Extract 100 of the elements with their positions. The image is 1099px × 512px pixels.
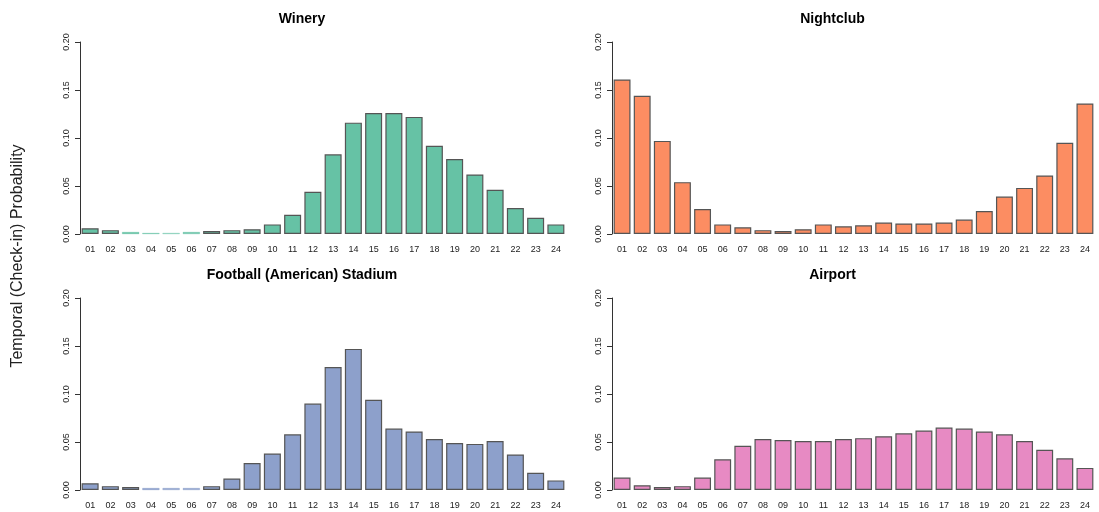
x-tick-label: 17 <box>939 499 950 510</box>
bar <box>547 480 565 490</box>
y-tick-label: 0.15 <box>592 81 603 99</box>
x-tick-label: 20 <box>469 243 480 254</box>
bar <box>405 431 423 490</box>
chart-title: Winery <box>278 10 326 26</box>
x-tick-label: 16 <box>918 499 929 510</box>
bar <box>673 486 691 490</box>
x-tick-label: 05 <box>697 499 708 510</box>
x-tick-label: 15 <box>898 243 909 254</box>
x-tick-label: 19 <box>979 499 990 510</box>
x-tick-label: 02 <box>105 243 116 254</box>
y-tick-label: 0.15 <box>592 337 603 355</box>
x-tick-label: 08 <box>757 243 768 254</box>
x-tick-label: 14 <box>878 243 889 254</box>
x-tick-label: 14 <box>348 499 359 510</box>
bar <box>324 367 342 490</box>
x-tick-label: 19 <box>979 243 990 254</box>
x-tick-label: 11 <box>287 243 298 254</box>
bar <box>446 442 464 490</box>
bar <box>995 196 1013 234</box>
y-tick-label: 0.05 <box>592 433 603 451</box>
x-tick-label: 18 <box>429 499 440 510</box>
bar <box>486 441 504 490</box>
x-tick-label: 07 <box>206 243 217 254</box>
x-tick-label: 18 <box>959 499 970 510</box>
bar <box>223 478 241 490</box>
x-tick-label: 15 <box>368 243 379 254</box>
bar <box>101 486 119 490</box>
bar <box>814 224 832 234</box>
bar <box>875 222 893 234</box>
bar <box>734 445 752 490</box>
bar <box>243 229 261 234</box>
bar <box>613 79 631 234</box>
bar <box>344 348 362 490</box>
bar <box>466 174 484 234</box>
x-tick-label: 12 <box>307 243 318 254</box>
x-tick-label: 21 <box>490 243 501 254</box>
bar <box>1056 458 1074 490</box>
x-tick-label: 17 <box>409 243 420 254</box>
bar <box>814 441 832 490</box>
x-tick-label: 21 <box>1019 499 1030 510</box>
bar <box>506 208 524 234</box>
x-tick-label: 14 <box>878 499 889 510</box>
x-tick-label: 20 <box>999 499 1010 510</box>
x-tick-label: 24 <box>1079 499 1090 510</box>
x-tick-label: 22 <box>510 243 521 254</box>
bar <box>734 227 752 234</box>
bar <box>304 403 322 490</box>
bar <box>834 226 852 234</box>
x-tick-label: 24 <box>550 499 561 510</box>
x-tick-label: 05 <box>166 499 177 510</box>
x-tick-label: 04 <box>145 243 156 254</box>
x-tick-label: 16 <box>918 243 929 254</box>
bar <box>935 427 953 490</box>
y-tick-label: 0.10 <box>592 129 603 147</box>
y-tick-label: 0.00 <box>60 481 71 499</box>
x-tick-label: 20 <box>999 243 1010 254</box>
chart-title: Football (American) Stadium <box>206 266 398 282</box>
x-tick-label: 10 <box>798 499 809 510</box>
bar <box>365 399 383 490</box>
x-tick-label: 03 <box>125 243 136 254</box>
x-tick-label: 13 <box>328 243 339 254</box>
x-tick-label: 15 <box>368 499 379 510</box>
y-tick-label: 0.20 <box>592 33 603 51</box>
x-tick-label: 07 <box>737 499 748 510</box>
x-tick-label: 05 <box>166 243 177 254</box>
x-tick-label: 13 <box>858 243 869 254</box>
x-tick-label: 01 <box>617 499 628 510</box>
x-tick-label: 18 <box>959 243 970 254</box>
x-tick-label: 22 <box>1039 499 1050 510</box>
bar <box>1076 103 1094 234</box>
bar <box>1016 187 1034 234</box>
y-tick-label: 0.05 <box>60 433 71 451</box>
x-tick-label: 15 <box>898 499 909 510</box>
bar <box>975 431 993 490</box>
bar <box>975 210 993 234</box>
x-tick-label: 07 <box>206 499 217 510</box>
bar <box>304 191 322 234</box>
bar <box>774 440 792 490</box>
y-tick-label: 0.20 <box>60 289 71 307</box>
x-tick-label: 06 <box>717 243 728 254</box>
bar <box>653 140 671 234</box>
y-axis-title: Temporal (Check-in) Probability <box>8 144 26 368</box>
bar <box>203 486 221 490</box>
y-tick-label: 0.10 <box>60 129 71 147</box>
y-tick-label: 0.00 <box>592 481 603 499</box>
x-tick-label: 11 <box>287 499 298 510</box>
x-tick-label: 08 <box>757 499 768 510</box>
x-tick-label: 05 <box>697 243 708 254</box>
bar <box>1036 175 1054 234</box>
bar <box>263 224 281 234</box>
x-tick-label: 22 <box>1039 243 1050 254</box>
x-tick-label: 06 <box>186 499 197 510</box>
bar <box>527 472 545 490</box>
x-tick-label: 08 <box>226 499 237 510</box>
bar <box>834 439 852 490</box>
bar <box>263 453 281 490</box>
x-tick-label: 19 <box>449 499 460 510</box>
x-tick-label: 17 <box>409 499 420 510</box>
